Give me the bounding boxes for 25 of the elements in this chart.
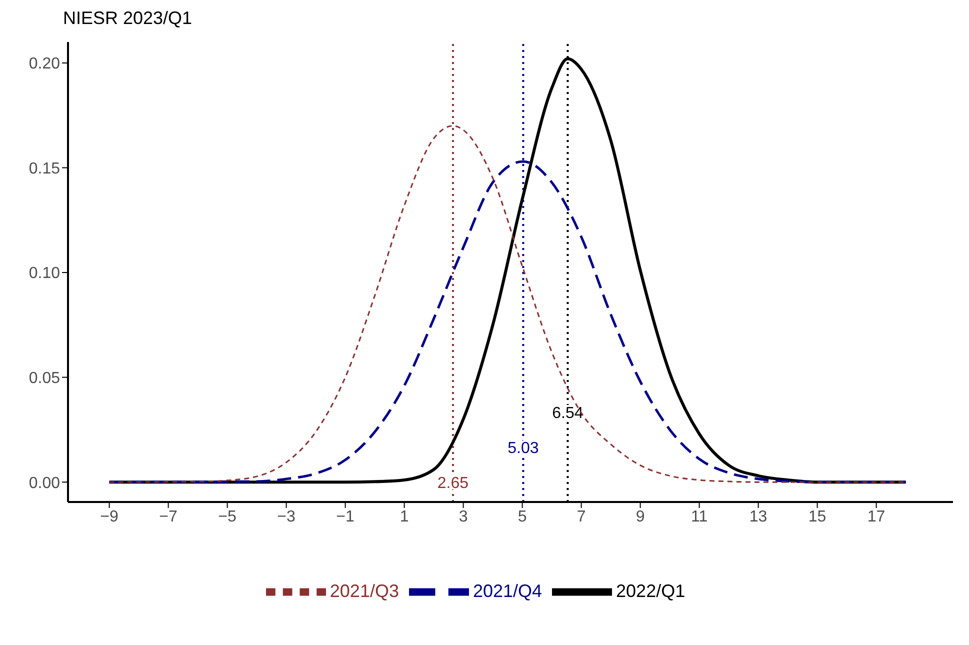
y-tick-label: 0.20 xyxy=(28,56,60,73)
y-tick-label: 0.15 xyxy=(28,160,60,178)
x-tick-label: 5 xyxy=(518,508,527,526)
x-tick-label: 7 xyxy=(576,508,586,526)
legend-label: 2021/Q3 xyxy=(330,580,399,601)
x-tick-label: 1 xyxy=(400,508,409,526)
x-tick-label: 15 xyxy=(808,508,826,526)
x-tick-label: −7 xyxy=(159,508,178,526)
x-tick-label: 17 xyxy=(867,508,886,526)
x-tick-label: 9 xyxy=(636,508,645,526)
x-tick-label: −1 xyxy=(336,508,355,526)
x-tick-label: 13 xyxy=(749,508,768,526)
ref-line-label: 2.65 xyxy=(437,475,469,492)
y-tick-label: 0.05 xyxy=(28,370,60,387)
x-tick-label: −3 xyxy=(277,508,296,526)
ref-line-label: 5.03 xyxy=(508,440,539,457)
y-tick-label: 0.10 xyxy=(28,265,60,282)
x-tick-label: 3 xyxy=(458,508,468,526)
legend-label: 2022/Q1 xyxy=(616,580,686,601)
x-tick-label: 11 xyxy=(690,508,708,526)
x-tick-label: −9 xyxy=(100,508,119,526)
y-tick-label: 0.00 xyxy=(28,474,60,492)
legend-label: 2021/Q4 xyxy=(472,580,542,601)
chart-title: NIESR 2023/Q1 xyxy=(63,8,194,30)
x-tick-label: −5 xyxy=(218,508,237,526)
